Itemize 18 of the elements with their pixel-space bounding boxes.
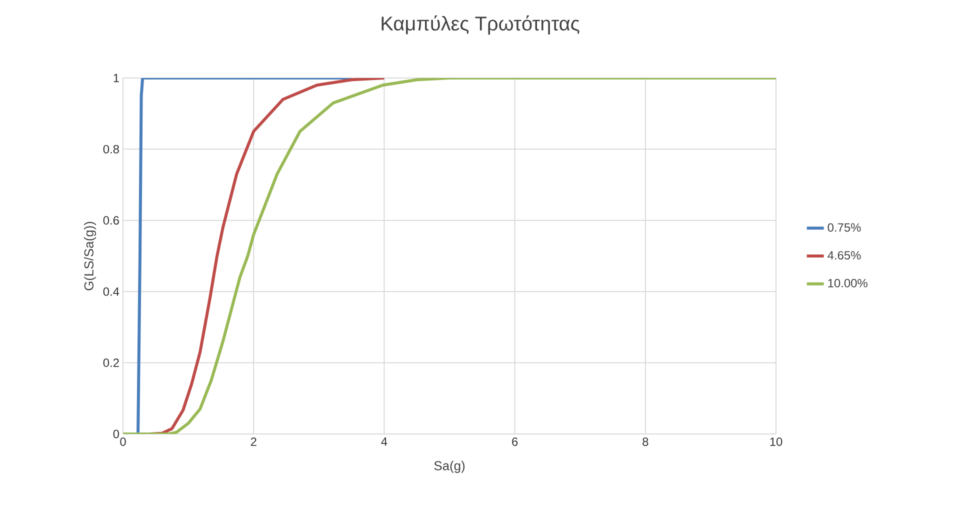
y-tick-label: 0: [113, 430, 120, 438]
x-axis-title: Sa(g): [434, 460, 465, 473]
y-tick-label: 0.2: [103, 358, 119, 368]
legend-label: 10.00%: [828, 278, 868, 288]
x-tick-label: 0: [120, 438, 126, 446]
y-tick-label: 0.6: [103, 216, 119, 225]
y-axis-title: G(LS/Sa(g)): [84, 222, 96, 290]
x-tick-label: 8: [642, 438, 648, 446]
legend-label: 0.75%: [828, 223, 861, 232]
y-tick-label: 0.4: [103, 287, 120, 296]
x-tick-label: 4: [381, 438, 388, 446]
chart-title: Καμπύλες Τρωτότητας: [382, 15, 580, 35]
y-tick-label: 0.8: [103, 144, 119, 154]
y-tick-label: 1: [114, 74, 119, 82]
x-tick-label: 10: [770, 438, 782, 446]
legend-label: 4.65%: [828, 251, 861, 260]
x-tick-label: 2: [250, 438, 256, 446]
x-tick-label: 6: [512, 438, 518, 446]
